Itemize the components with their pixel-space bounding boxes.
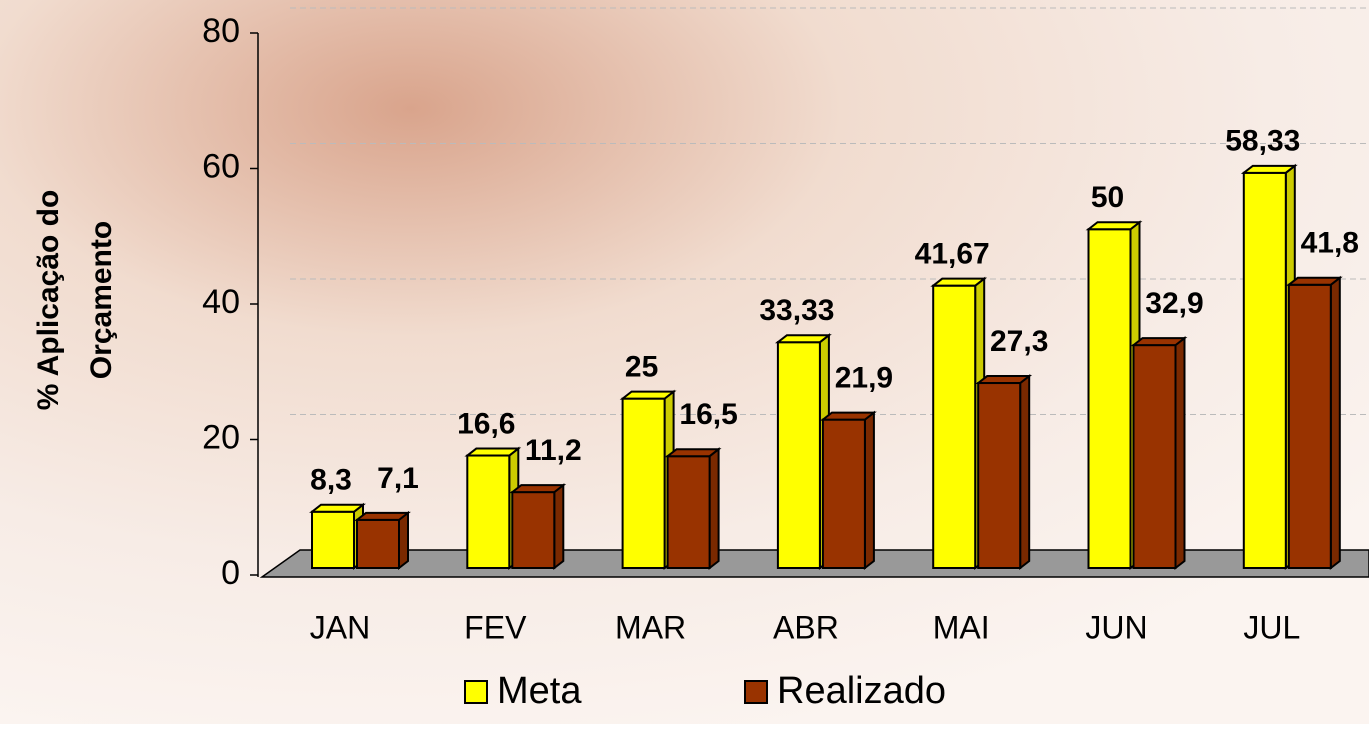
bar-side xyxy=(1019,373,1031,571)
data-label: 8,3 xyxy=(310,464,352,497)
data-label: 21,9 xyxy=(835,362,893,395)
bar-top xyxy=(354,511,411,521)
bar-top xyxy=(1085,221,1143,231)
y-tick-label: 60 xyxy=(202,147,240,185)
bar-top xyxy=(1285,276,1343,286)
bar-side xyxy=(553,483,565,571)
bar xyxy=(977,382,1022,570)
x-tick-label: MAI xyxy=(933,609,990,645)
legend-swatch xyxy=(464,680,488,704)
y-axis-label: Orçamento xyxy=(85,221,118,379)
bar xyxy=(1242,171,1287,570)
x-tick-label: JUN xyxy=(1085,609,1147,645)
y-tick-label: 0 xyxy=(221,554,240,592)
bar-top xyxy=(1240,164,1298,174)
legend-swatch xyxy=(744,680,768,704)
legend-label: Realizado xyxy=(777,670,946,712)
data-label: 25 xyxy=(625,351,658,384)
bar xyxy=(932,284,977,569)
bar xyxy=(311,510,355,569)
data-label: 7,1 xyxy=(377,462,419,495)
bar-side xyxy=(863,410,875,571)
data-label: 33,33 xyxy=(759,294,834,327)
data-label: 16,5 xyxy=(679,398,737,431)
x-tick-label: MAR xyxy=(615,609,686,645)
legend-label: Meta xyxy=(497,670,582,712)
data-label: 27,3 xyxy=(990,325,1048,358)
y-tick-label: 80 xyxy=(202,12,240,50)
bar-top xyxy=(774,334,832,344)
bar-top xyxy=(1130,337,1188,347)
bar xyxy=(356,518,400,570)
bar-top xyxy=(464,447,522,457)
y-axis-label: % Aplicação do xyxy=(32,190,65,411)
bar-top xyxy=(930,277,988,287)
data-label: 41,67 xyxy=(915,238,990,271)
bar xyxy=(1087,228,1132,569)
bar xyxy=(821,418,866,569)
bar-side xyxy=(1174,336,1186,571)
bar xyxy=(1132,344,1177,570)
y-tick-label: 20 xyxy=(202,418,240,456)
bar xyxy=(511,491,556,569)
bar-top xyxy=(509,484,567,494)
data-label: 50 xyxy=(1091,181,1124,214)
bar xyxy=(666,455,711,569)
data-label: 58,33 xyxy=(1225,125,1300,158)
data-label: 16,6 xyxy=(457,407,515,440)
bar xyxy=(466,454,511,569)
data-label: 32,9 xyxy=(1145,287,1203,320)
x-tick-label: ABR xyxy=(773,609,839,645)
bar-top xyxy=(309,503,366,513)
x-tick-label: FEV xyxy=(464,609,527,645)
bar-side xyxy=(708,447,720,571)
bar-top xyxy=(975,375,1033,385)
y-tick-label: 40 xyxy=(202,283,240,321)
bar-side xyxy=(1329,275,1341,571)
x-tick-label: JUL xyxy=(1243,609,1300,645)
bar-top xyxy=(664,448,722,458)
bar xyxy=(776,341,821,569)
bar-top xyxy=(619,390,677,400)
bar xyxy=(621,397,666,569)
data-label: 41,8 xyxy=(1301,227,1359,260)
bar-top xyxy=(819,411,877,421)
data-label: 11,2 xyxy=(525,434,582,467)
bar xyxy=(1287,283,1332,569)
bar-side xyxy=(398,510,409,571)
x-tick-label: JAN xyxy=(310,609,370,645)
